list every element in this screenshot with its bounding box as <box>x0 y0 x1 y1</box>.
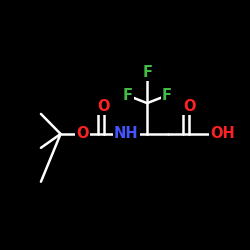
Text: O: O <box>183 99 195 114</box>
Text: O: O <box>98 99 110 114</box>
Text: F: F <box>142 65 152 80</box>
Text: NH: NH <box>114 126 138 142</box>
Text: F: F <box>122 88 132 103</box>
Text: O: O <box>77 126 89 142</box>
Text: F: F <box>162 88 172 103</box>
Text: OH: OH <box>210 126 235 142</box>
